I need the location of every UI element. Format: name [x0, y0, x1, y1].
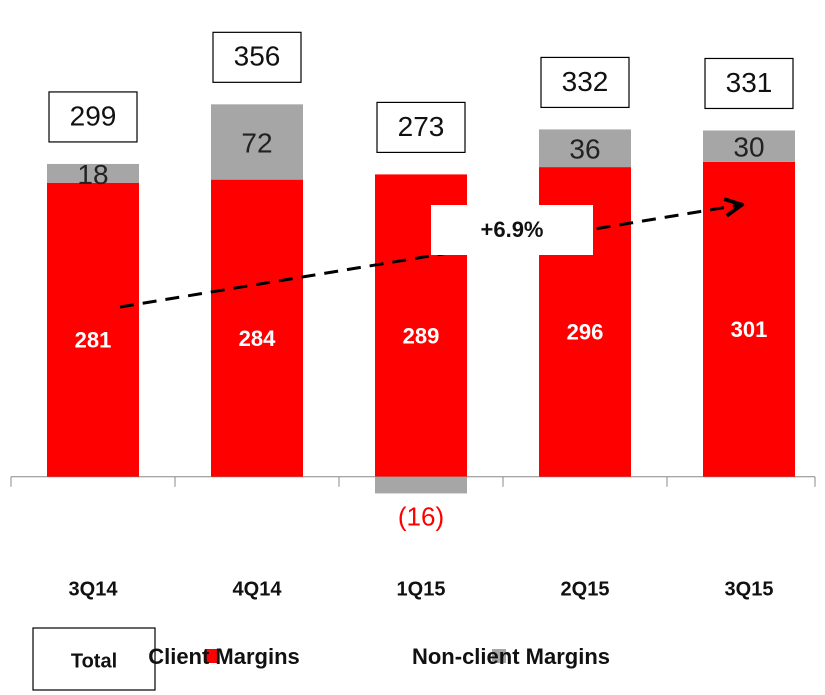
legend-swatch — [492, 649, 506, 663]
bar — [211, 179, 303, 477]
bar-value-label: (16) — [398, 501, 444, 531]
x-tick-label: 4Q14 — [233, 578, 283, 600]
x-tick-label: 3Q14 — [69, 578, 119, 600]
total-label: 273 — [398, 111, 445, 142]
annotation: +6.9% — [481, 217, 544, 242]
bar — [47, 182, 139, 477]
annotation-box — [431, 205, 593, 255]
x-tick-label: 2Q15 — [561, 578, 610, 600]
total-label: 332 — [562, 66, 609, 97]
total-box — [540, 56, 630, 109]
total-box — [48, 91, 138, 143]
total-box — [212, 31, 302, 83]
legend-total-box — [32, 627, 156, 691]
total-label: 356 — [234, 41, 281, 72]
total-box — [376, 101, 466, 154]
bar — [703, 161, 795, 477]
bar — [539, 129, 631, 168]
x-tick-label: 1Q15 — [397, 578, 446, 600]
bar-value-label: 72 — [241, 127, 272, 158]
bar-value-label: 30 — [733, 132, 764, 163]
bar — [211, 104, 303, 180]
bar-value-label: 18 — [77, 159, 108, 190]
bar-value-label: 281 — [75, 328, 112, 353]
x-tick-label: 3Q15 — [725, 578, 774, 600]
bar — [375, 476, 467, 494]
total-label: 331 — [726, 67, 773, 98]
legend-total: Total — [71, 650, 117, 672]
bar-value-label: 296 — [567, 320, 604, 345]
bar-value-label: 301 — [731, 317, 768, 342]
bar — [703, 130, 795, 162]
legend-swatch — [205, 649, 219, 663]
trend-arrow — [119, 205, 740, 309]
bar-value-label: 36 — [569, 134, 600, 165]
legend-label: Non-client Margins — [412, 644, 610, 669]
legend-label: Client Margins — [148, 644, 300, 669]
bar-value-label: 289 — [403, 323, 440, 348]
total-label: 299 — [70, 100, 117, 131]
bar — [47, 163, 139, 183]
bar-value-label: 284 — [239, 326, 276, 351]
total-box — [704, 57, 794, 110]
